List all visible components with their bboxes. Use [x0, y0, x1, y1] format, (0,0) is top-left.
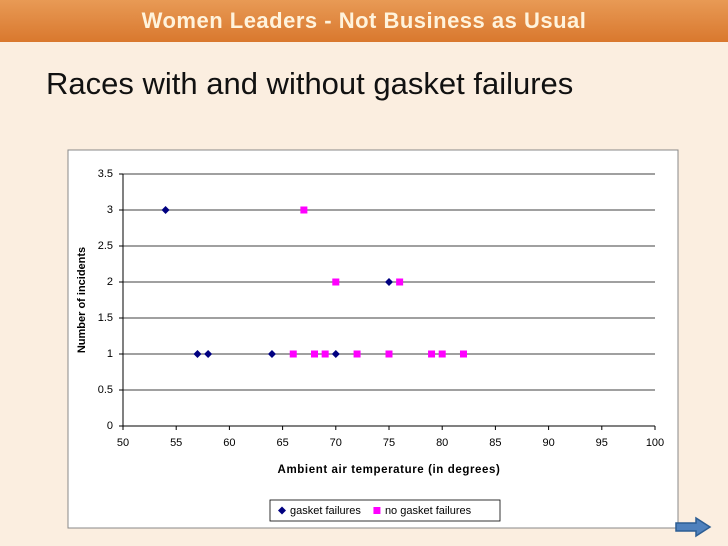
- slide-title: Races with and without gasket failures: [46, 66, 574, 101]
- point: [353, 350, 361, 358]
- y-tick-label: 0.5: [98, 384, 113, 396]
- y-tick-label: 2.5: [98, 240, 113, 252]
- banner: Women Leaders - Not Business as Usual: [0, 0, 728, 42]
- legend-marker: [373, 507, 381, 514]
- x-tick-label: 50: [117, 437, 129, 449]
- point: [321, 350, 329, 358]
- point: [331, 350, 340, 358]
- legend-box: [269, 499, 501, 522]
- point: [438, 350, 446, 358]
- legend-label: gasket failures: [290, 505, 361, 517]
- x-tick-label: 65: [276, 437, 288, 449]
- point: [428, 350, 436, 358]
- x-tick-label: 80: [436, 437, 448, 449]
- point: [332, 278, 340, 286]
- x-tick-label: 70: [330, 437, 342, 449]
- point: [193, 350, 202, 358]
- y-tick-label: 2: [107, 276, 113, 288]
- chart-frame: [67, 149, 679, 529]
- point: [459, 350, 467, 358]
- point: [161, 206, 170, 214]
- legend-label: no gasket failures: [385, 505, 472, 517]
- banner-text: Women Leaders - Not Business as Usual: [141, 8, 587, 33]
- y-axis-title: Number of incidents: [76, 247, 88, 353]
- x-tick-label: 75: [383, 437, 395, 449]
- point: [396, 278, 404, 286]
- y-tick-label: 3: [107, 204, 113, 216]
- point: [300, 206, 308, 214]
- point: [204, 350, 213, 358]
- point: [289, 350, 297, 358]
- point: [385, 278, 393, 286]
- x-tick-label: 100: [646, 437, 664, 449]
- arrow-icon[interactable]: [675, 516, 712, 538]
- x-tick-label: 90: [542, 437, 554, 449]
- y-tick-label: 3.5: [98, 168, 113, 180]
- legend-marker: [278, 506, 286, 515]
- x-tick-label: 95: [596, 437, 608, 449]
- x-tick-label: 60: [223, 437, 235, 449]
- y-tick-label: 1: [107, 348, 113, 360]
- x-axis-title: Ambient air temperature (in degrees): [278, 464, 501, 476]
- y-tick-label: 0: [107, 420, 113, 432]
- x-tick-label: 85: [489, 437, 501, 449]
- point: [267, 350, 276, 358]
- next-slide-button[interactable]: [674, 516, 712, 538]
- x-tick-label: 55: [170, 437, 182, 449]
- point: [385, 350, 393, 358]
- y-tick-label: 1.5: [98, 312, 113, 324]
- point: [311, 350, 319, 358]
